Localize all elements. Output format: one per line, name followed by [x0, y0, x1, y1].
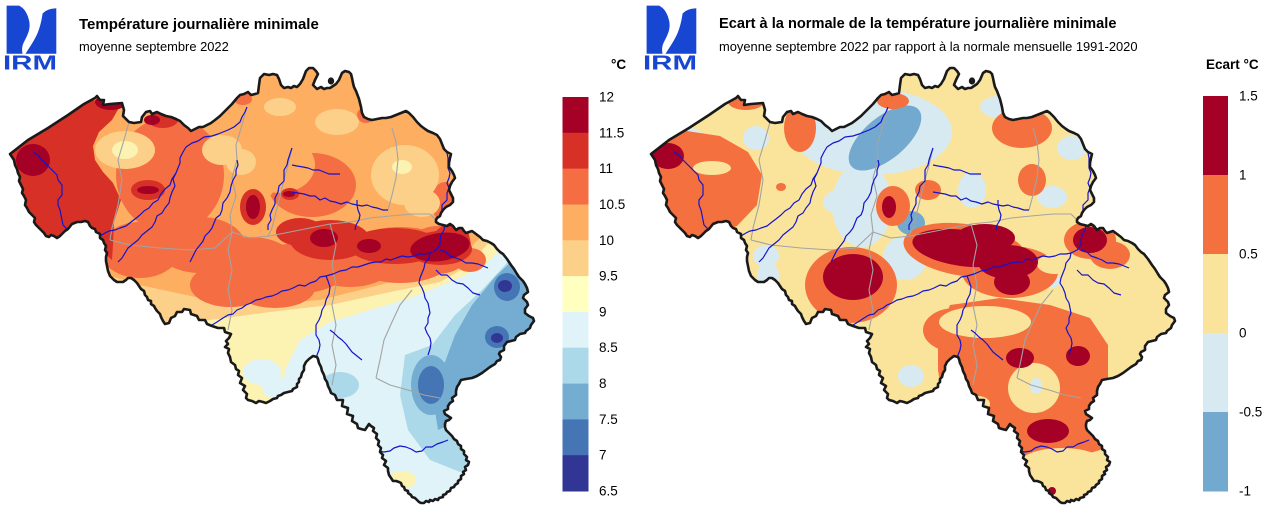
svg-text:Ecart °C: Ecart °C [1206, 57, 1259, 72]
svg-text:7: 7 [599, 448, 607, 463]
svg-text:9: 9 [599, 304, 607, 319]
svg-text:1.5: 1.5 [1239, 89, 1258, 104]
svg-text:9.5: 9.5 [599, 269, 618, 284]
svg-text:8.5: 8.5 [599, 340, 618, 355]
svg-text:11.5: 11.5 [599, 125, 624, 140]
svg-text:-0.5: -0.5 [1239, 405, 1262, 420]
svg-text:IRM: IRM [3, 53, 57, 75]
svg-text:0.5: 0.5 [1239, 247, 1258, 262]
svg-text:°C: °C [611, 57, 626, 72]
svg-text:IRM: IRM [643, 53, 697, 75]
svg-text:0: 0 [1239, 326, 1247, 341]
svg-text:11: 11 [599, 161, 613, 176]
svg-text:6.5: 6.5 [599, 484, 618, 499]
svg-text:1: 1 [1239, 168, 1247, 183]
svg-text:7.5: 7.5 [599, 412, 618, 427]
svg-text:8: 8 [599, 376, 607, 391]
svg-text:12: 12 [599, 90, 614, 105]
svg-text:10.5: 10.5 [599, 197, 625, 212]
svg-text:-1: -1 [1239, 484, 1251, 499]
svg-text:10: 10 [599, 233, 614, 248]
